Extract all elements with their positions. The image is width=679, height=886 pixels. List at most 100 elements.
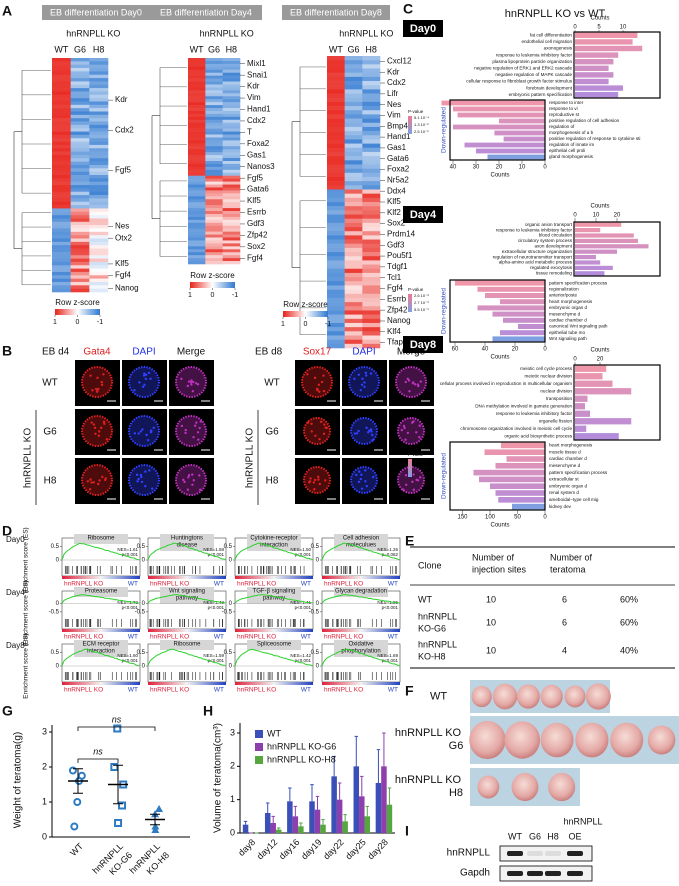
y-tick-label: 3 [42, 726, 47, 736]
go-bar [484, 449, 545, 455]
heatmap-cell [327, 122, 345, 128]
heatmap-cell [205, 58, 223, 62]
heatmap-cell [327, 85, 345, 90]
down-label: Down-regulated [441, 107, 448, 153]
heatmap-cell [89, 68, 109, 72]
panel-label: F [405, 683, 414, 699]
heatmap-cell [222, 60, 241, 65]
heatmap-cell [362, 81, 381, 86]
speckle [412, 473, 415, 476]
speckle [324, 426, 327, 430]
heatmap-cell [188, 72, 206, 76]
legend-tick-label: 0 [304, 321, 308, 328]
y-axis-label: Enrichment score (ES) [23, 527, 30, 592]
go-term: response to vi [549, 106, 578, 111]
heatmap-cell [222, 249, 241, 253]
go-bar [575, 410, 590, 417]
gene-label: Esrrb [247, 208, 267, 217]
table-cell: 4 [562, 645, 567, 655]
gene-label: Esrrb [387, 294, 407, 303]
speckle [306, 421, 310, 424]
row-label: Day0 [6, 535, 25, 544]
speckle [309, 477, 312, 480]
heatmap-cell [52, 58, 71, 62]
pvalue-title: P-value [408, 287, 424, 292]
heatmap-cell [188, 208, 206, 212]
heatmap-cell [205, 96, 223, 100]
heatmap-cell [362, 310, 381, 315]
speckle [92, 481, 96, 484]
gene-label: Fgf4 [247, 253, 264, 262]
heatmap-cell [344, 318, 363, 324]
heatmap-cell [327, 106, 345, 111]
tick-label: 50 [514, 515, 521, 521]
heatmap-cell [222, 216, 241, 221]
speckle [145, 433, 148, 437]
heatmap-cell [344, 131, 363, 136]
heatmap-cell [205, 202, 223, 206]
band [527, 871, 543, 876]
bar [298, 826, 304, 833]
heatmap-cell [70, 281, 90, 286]
heatmap-cell [362, 64, 381, 69]
speckle [408, 390, 411, 393]
heatmap-cell [89, 235, 109, 239]
heatmap-cell [89, 215, 109, 219]
heatmap-cell [222, 240, 241, 244]
down-label: Down-regulated [441, 288, 448, 334]
y-axis-label: Enrichment score (ES) [23, 633, 30, 698]
heatmap-cell [188, 228, 206, 232]
heatmap-cell [188, 155, 206, 159]
panel-label: B [2, 343, 12, 359]
go-term: negative regulation of ERK1 and ERK2 cas… [474, 66, 572, 71]
heatmap-cell [70, 251, 90, 256]
micrograph [295, 409, 340, 455]
rank-bar [148, 576, 226, 579]
heatmap-cell [70, 198, 90, 203]
go-term: plasma lipoprotein particle organization [492, 59, 572, 64]
nes: NES=1.50 [290, 547, 311, 552]
heatmap-cell [205, 113, 223, 118]
heatmap-cell [222, 202, 241, 206]
heatmap-cell [89, 121, 109, 126]
heatmap-cell [327, 72, 345, 78]
heatmap-cell [205, 102, 223, 106]
heatmap-cell [52, 251, 71, 256]
x-label-right: WT [214, 581, 224, 588]
y-tick-label: 0 [56, 601, 60, 607]
gene-label: Gata6 [387, 154, 409, 163]
go-bar [575, 395, 588, 402]
heatmap-cell [222, 146, 241, 150]
go-term: ameboidal−type cell mig [549, 497, 599, 502]
heatmap-cell [362, 176, 381, 182]
heatmap-cell [344, 264, 363, 270]
heatmap-cell [89, 161, 109, 166]
go-bar [575, 271, 605, 276]
heatmap-cell [70, 278, 90, 283]
heatmap-cell [222, 128, 241, 132]
speckle [199, 488, 202, 491]
heatmap-cell [362, 281, 381, 286]
row-label: Day8 [6, 641, 25, 650]
rank-bar [62, 576, 140, 579]
heatmap-cell [362, 256, 381, 261]
go-term: kidney dev [549, 504, 572, 509]
teratoma [504, 721, 541, 759]
heatmap-cell [70, 181, 90, 186]
bar [381, 766, 387, 833]
band [567, 871, 583, 876]
y-tick-label: 0.5 [137, 650, 146, 656]
nes: NES=1.61 [117, 547, 138, 552]
heatmap-cell [362, 97, 381, 103]
error-bar [365, 805, 370, 817]
panel-label: H [203, 703, 213, 719]
heatmap-cell [344, 114, 363, 119]
heatmap-cell [52, 271, 71, 276]
heatmap-cell [327, 327, 345, 332]
heatmap-cell [362, 60, 381, 65]
heatmap-cell [188, 193, 206, 197]
heatmap-cell [362, 285, 381, 290]
heatmap-cell [327, 227, 345, 232]
row-label: G6 [43, 427, 57, 438]
heatmap-cell [362, 268, 381, 274]
